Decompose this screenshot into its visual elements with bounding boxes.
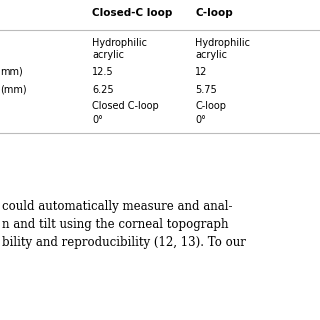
Text: mm): mm): [0, 67, 23, 77]
Text: C-loop: C-loop: [195, 101, 226, 111]
Text: bility and reproducibility (12, 13). To our: bility and reproducibility (12, 13). To …: [2, 236, 246, 249]
Text: 6.25: 6.25: [92, 85, 114, 95]
Text: 0°: 0°: [92, 115, 103, 125]
Text: could automatically measure and anal-: could automatically measure and anal-: [2, 200, 233, 213]
Text: 12.5: 12.5: [92, 67, 114, 77]
Text: 12: 12: [195, 67, 207, 77]
Text: 5.75: 5.75: [195, 85, 217, 95]
Text: (mm): (mm): [0, 85, 27, 95]
Text: Closed-C loop: Closed-C loop: [92, 8, 172, 18]
Text: Hydrophilic
acrylic: Hydrophilic acrylic: [195, 38, 250, 60]
Text: 0°: 0°: [195, 115, 206, 125]
Text: Hydrophilic
acrylic: Hydrophilic acrylic: [92, 38, 147, 60]
Text: Closed C-loop: Closed C-loop: [92, 101, 159, 111]
Text: n and tilt using the corneal topograph: n and tilt using the corneal topograph: [2, 218, 228, 231]
Text: C-loop: C-loop: [195, 8, 233, 18]
